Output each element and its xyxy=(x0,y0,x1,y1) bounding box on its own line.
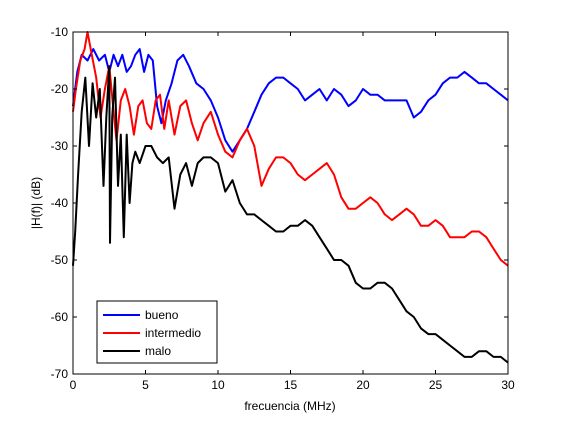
x-tick-label: 30 xyxy=(501,378,515,392)
y-tick-label: -10 xyxy=(51,25,69,39)
legend: bueno intermedio malo xyxy=(96,300,218,364)
legend-label-malo: malo xyxy=(145,344,171,358)
y-axis-label: |H(f)| (dB) xyxy=(29,177,43,229)
x-tick-label: 10 xyxy=(211,378,225,392)
legend-label-intermedio: intermedio xyxy=(145,326,201,340)
y-tick-label: -30 xyxy=(51,139,69,153)
tick-layer: 0 5 10 15 20 25 30 -70 -60 -50 -40 -30 -20 -10 xyxy=(51,25,515,392)
y-tick-label: -60 xyxy=(51,310,69,324)
x-tick-label: 15 xyxy=(284,378,298,392)
x-tick-label: 5 xyxy=(142,378,149,392)
x-tick-label: 0 xyxy=(70,378,77,392)
y-tick-label: -70 xyxy=(51,367,69,381)
series-layer xyxy=(72,31,509,364)
legend-label-bueno: bueno xyxy=(145,308,179,322)
series-line-bueno xyxy=(72,48,509,153)
y-tick-label: -40 xyxy=(51,196,69,210)
y-tick-label: -50 xyxy=(51,253,69,267)
x-axis-label: frecuencia (MHz) xyxy=(244,399,335,413)
y-tick-label: -20 xyxy=(51,82,69,96)
series-line-intermedio xyxy=(72,31,509,267)
series-line-malo xyxy=(72,65,509,364)
x-tick-label: 25 xyxy=(429,378,443,392)
x-tick-label: 20 xyxy=(356,378,370,392)
